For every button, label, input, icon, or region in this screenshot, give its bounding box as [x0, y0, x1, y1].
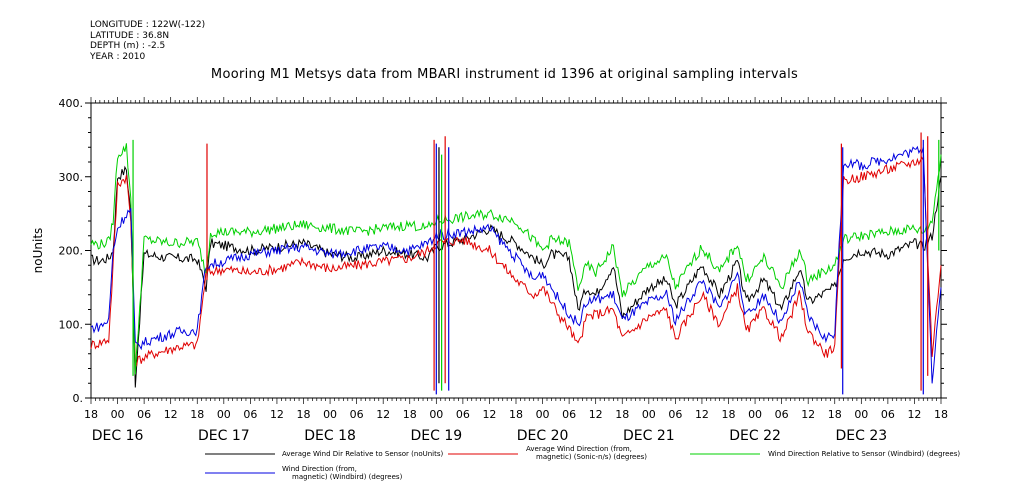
- y-tick-label: 300.: [59, 171, 84, 184]
- legend-label-line2: magnetic) (Windbird) (degrees): [292, 473, 403, 481]
- series-line-3: [90, 145, 942, 384]
- longitude-text: LONGITUDE : 122W(-122): [90, 20, 206, 30]
- plot-frame: [90, 102, 942, 399]
- depth-text: DEPTH (m) : -2.5: [90, 41, 166, 51]
- x-hour-label: 12: [376, 408, 390, 421]
- x-hour-label: 06: [562, 408, 576, 421]
- x-hour-label: 06: [668, 408, 682, 421]
- x-hour-label: 12: [801, 408, 815, 421]
- x-hour-label: 06: [350, 408, 364, 421]
- x-hour-label: 12: [695, 408, 709, 421]
- x-day-label: DEC 18: [304, 428, 356, 444]
- x-hour-label: 00: [536, 408, 550, 421]
- legend-item: Average Wind Dir Relative to Sensor (noU…: [282, 450, 443, 458]
- x-hour-label: 18: [722, 408, 736, 421]
- series-line-0: [91, 165, 942, 388]
- x-hour-label: 00: [217, 408, 231, 421]
- x-day-label: DEC 21: [623, 428, 675, 444]
- x-hour-label: 00: [323, 408, 337, 421]
- legend-label: Average Wind Direction (from,: [526, 445, 632, 453]
- metadata-block: LONGITUDE : 122W(-122) LATITUDE : 36.8N …: [90, 20, 205, 62]
- x-day-label: DEC 20: [517, 428, 569, 444]
- x-hour-label: 18: [190, 408, 204, 421]
- x-hour-label: 00: [429, 408, 443, 421]
- x-day-label: DEC 23: [835, 428, 887, 444]
- legend-label: Wind Direction (from,: [282, 465, 357, 473]
- x-hour-label: 18: [828, 408, 842, 421]
- x-hour-label: 12: [589, 408, 603, 421]
- legend-item: Wind Direction (from, magnetic) (Windbird…: [282, 465, 402, 481]
- x-hour-label: 00: [111, 408, 125, 421]
- x-hour-label: 12: [164, 408, 178, 421]
- y-tick-label: 200.: [59, 245, 84, 258]
- x-hour-label: 18: [403, 408, 417, 421]
- x-hour-label: 06: [775, 408, 789, 421]
- x-hour-label: 00: [854, 408, 868, 421]
- x-hour-label: 18: [84, 408, 98, 421]
- x-day-label: DEC 17: [198, 428, 250, 444]
- x-day-label: DEC 19: [410, 428, 462, 444]
- x-hour-label: 18: [934, 408, 948, 421]
- x-hour-label: 06: [243, 408, 257, 421]
- x-hour-label: 18: [297, 408, 311, 421]
- y-tick-label: 400.: [59, 97, 84, 110]
- x-hour-label: 18: [615, 408, 629, 421]
- x-hour-label: 06: [456, 408, 470, 421]
- year-text: YEAR : 2010: [90, 51, 146, 62]
- legend-item: Wind Direction Relative to Sensor (Windb…: [768, 450, 960, 458]
- series-line-2: [90, 143, 942, 375]
- latitude-text: LATITUDE : 36.8N: [90, 30, 170, 41]
- legend-item: Average Wind Direction (from, magnetic) (…: [526, 445, 647, 461]
- legend-label: Wind Direction Relative to Sensor (Windb…: [768, 450, 961, 458]
- chart-title: Mooring M1 Metsys data from MBARI instru…: [210, 67, 799, 82]
- y-tick-label: 0.: [73, 392, 84, 405]
- x-day-label: DEC 16: [92, 428, 144, 444]
- x-hour-label: 12: [907, 408, 921, 421]
- series-line-1: [90, 156, 942, 367]
- y-tick-label: 100.: [59, 318, 84, 331]
- legend-label: Average Wind Dir Relative to Sensor (noU…: [282, 450, 444, 458]
- x-hour-label: 00: [642, 408, 656, 421]
- x-day-label: DEC 22: [729, 428, 781, 444]
- x-hour-label: 06: [137, 408, 151, 421]
- x-hour-label: 06: [881, 408, 895, 421]
- x-hour-label: 12: [270, 408, 284, 421]
- x-hour-label: 18: [509, 408, 523, 421]
- x-hour-label: 00: [748, 408, 762, 421]
- y-axis-label: noUnits: [31, 228, 45, 274]
- x-hour-label: 12: [482, 408, 496, 421]
- legend-label-line2: magnetic) (Sonic-n/s) (degrees): [536, 453, 648, 461]
